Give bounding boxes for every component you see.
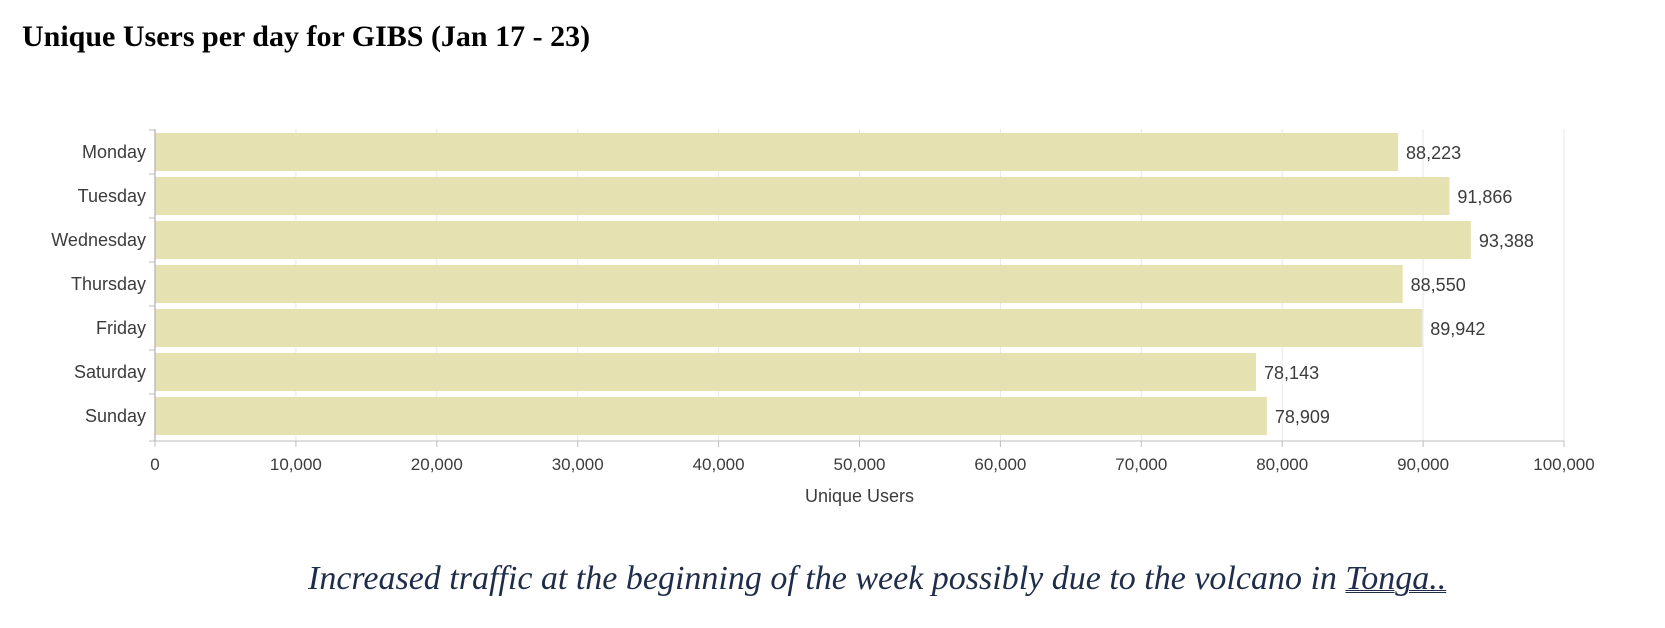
x-axis-title: Unique Users	[805, 486, 914, 506]
category-label: Thursday	[71, 274, 146, 294]
data-label: 88,223	[1406, 143, 1461, 163]
bars	[155, 133, 1471, 435]
bar-monday	[155, 133, 1399, 171]
x-tick-label: 50,000	[834, 455, 886, 474]
data-label: 78,909	[1275, 407, 1330, 427]
bar-chart: 0 10,000 20,000 30,000 40,000 50,000 60,000 70,…	[51, 129, 1595, 506]
bar-saturday	[155, 353, 1257, 391]
x-tick-label: 30,000	[552, 455, 604, 474]
data-label: 89,942	[1430, 319, 1485, 339]
category-label: Monday	[82, 142, 146, 162]
bar-friday	[155, 309, 1423, 347]
x-tick-label: 10,000	[270, 455, 322, 474]
page-title: Unique Users per day for GIBS (Jan 17 - …	[22, 20, 591, 53]
x-tick-label: 0	[150, 455, 159, 474]
x-tick-label: 40,000	[693, 455, 745, 474]
data-label: 78,143	[1264, 363, 1319, 383]
category-label: Tuesday	[78, 186, 146, 206]
x-tick-label: 90,000	[1397, 455, 1449, 474]
category-label: Friday	[96, 318, 146, 338]
footnote-text: Increased traffic at the beginning of th…	[308, 560, 1346, 597]
bar-wednesday	[155, 221, 1471, 259]
x-tick-label: 80,000	[1256, 455, 1308, 474]
tonga-link[interactable]: Tonga..	[1345, 560, 1447, 597]
data-label: 91,866	[1457, 187, 1512, 207]
x-tick-label: 100,000	[1533, 455, 1594, 474]
x-tick-label: 20,000	[411, 455, 463, 474]
labels: 0 10,000 20,000 30,000 40,000 50,000 60,000 70,…	[51, 142, 1594, 506]
footnote: Increased traffic at the beginning of th…	[308, 560, 1446, 598]
bar-thursday	[155, 265, 1403, 303]
category-label: Sunday	[85, 406, 146, 426]
x-tick-label: 70,000	[1115, 455, 1167, 474]
x-tick-label: 60,000	[974, 455, 1026, 474]
category-label: Saturday	[74, 362, 146, 382]
bar-sunday	[155, 397, 1267, 435]
axes	[149, 129, 1565, 447]
category-label: Wednesday	[51, 230, 146, 250]
bar-tuesday	[155, 177, 1450, 215]
data-label: 88,550	[1411, 275, 1466, 295]
data-label: 93,388	[1479, 231, 1534, 251]
